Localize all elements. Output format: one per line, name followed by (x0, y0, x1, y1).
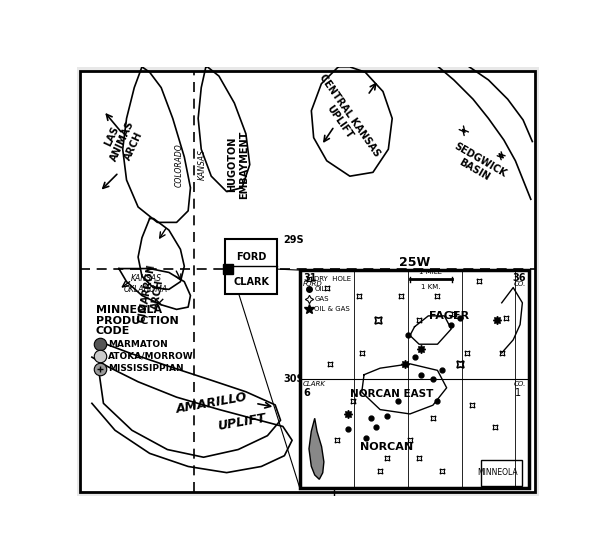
Text: 1 MILE: 1 MILE (419, 268, 442, 275)
Text: OIL & GAS: OIL & GAS (314, 306, 350, 312)
Text: NORCAN EAST: NORCAN EAST (350, 389, 433, 399)
Text: FORD: FORD (236, 252, 266, 262)
Text: CLARK: CLARK (303, 380, 326, 387)
Text: MISSISSIPPIAN: MISSISSIPPIAN (108, 364, 184, 373)
Text: OKLAHOMA: OKLAHOMA (335, 387, 341, 427)
Bar (481, 460, 523, 486)
Text: 25W: 25W (399, 256, 430, 269)
Text: FORD: FORD (303, 281, 323, 287)
Text: MARMATON: MARMATON (108, 340, 168, 349)
Text: SEDGWICK
BASIN: SEDGWICK BASIN (446, 140, 508, 189)
Text: 1 KM.: 1 KM. (421, 284, 440, 290)
Text: LAS
ANIMAS
ARCH: LAS ANIMAS ARCH (98, 115, 147, 168)
Text: GAS: GAS (314, 296, 329, 302)
Text: CO.: CO. (514, 281, 526, 287)
Text: CIMARRON
ARCH: CIMARRON ARCH (136, 263, 168, 325)
Text: CODE: CODE (96, 326, 130, 336)
Text: 1: 1 (515, 388, 521, 398)
Text: FAGER: FAGER (429, 311, 469, 321)
Text: CLARK: CLARK (233, 277, 269, 287)
Text: HUGOTON
EMBAYMENT: HUGOTON EMBAYMENT (227, 130, 249, 199)
Bar (225, 238, 277, 294)
Text: UPLIFT: UPLIFT (217, 412, 267, 433)
Text: 36: 36 (512, 273, 526, 283)
Text: COLORADO: COLORADO (175, 143, 184, 187)
Text: ATOKA/MORROW: ATOKA/MORROW (108, 352, 194, 361)
Bar (300, 270, 529, 488)
Text: 29S: 29S (283, 235, 304, 245)
Text: MINNEOLA: MINNEOLA (96, 305, 162, 315)
Text: KANSAS: KANSAS (197, 149, 206, 180)
Text: AMARILLO: AMARILLO (175, 390, 248, 416)
Text: MINNEOLA: MINNEOLA (477, 468, 517, 477)
Text: OKLAHOMA: OKLAHOMA (124, 285, 168, 294)
Text: CENTRAL KANSAS
UPLIFT: CENTRAL KANSAS UPLIFT (307, 72, 382, 165)
Text: CO.: CO. (514, 380, 526, 387)
Text: 31: 31 (303, 273, 316, 283)
Text: TEXAS: TEXAS (349, 423, 355, 446)
Text: DRY  HOLE: DRY HOLE (314, 276, 352, 282)
Text: NORCAN: NORCAN (361, 442, 413, 452)
Text: KANSAS: KANSAS (130, 274, 161, 283)
Text: OIL: OIL (314, 286, 326, 292)
Text: 6: 6 (303, 388, 310, 398)
Text: 30S: 30S (283, 374, 304, 384)
Text: PRODUCTION: PRODUCTION (96, 316, 179, 325)
Polygon shape (309, 418, 324, 480)
